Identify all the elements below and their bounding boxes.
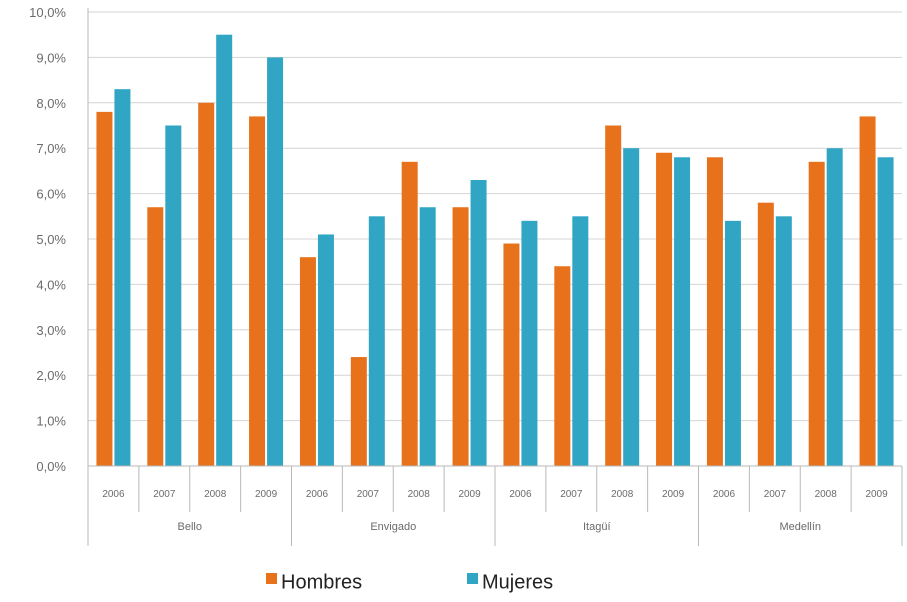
x-tick-label: 2008	[611, 489, 634, 500]
bar-mujeres	[165, 125, 182, 466]
x-tick-label: 2008	[408, 489, 431, 500]
y-tick-label: 10,0%	[29, 5, 66, 20]
bar-hombres	[503, 243, 520, 466]
y-tick-label: 3,0%	[36, 323, 66, 338]
bar-hombres	[859, 116, 876, 467]
x-tick-label: 2006	[713, 489, 736, 500]
x-tick-label: 2007	[153, 489, 176, 500]
y-tick-label: 4,0%	[36, 277, 66, 292]
bar-hombres	[401, 161, 418, 466]
x-tick-label: 2009	[865, 489, 888, 500]
y-axis-ticks: 0,0% 1,0% 2,0% 3,0% 4,0% 5,0% 6,0% 7,0% 8,0% 9,0%…	[29, 5, 66, 474]
y-tick-label: 7,0%	[36, 141, 66, 156]
y-tick-label: 5,0%	[36, 232, 66, 247]
legend-label-hombres: Hombres	[281, 571, 362, 593]
bar-hombres	[706, 157, 723, 466]
bar-hombres	[808, 161, 825, 466]
bar-mujeres	[470, 179, 487, 467]
bar-mujeres	[267, 57, 284, 467]
bar-mujeres	[216, 34, 233, 466]
bar-hombres	[299, 257, 316, 466]
x-tick-label: 2007	[357, 489, 380, 500]
bar-mujeres	[317, 234, 334, 466]
bars	[96, 34, 894, 467]
bar-mujeres	[877, 157, 894, 466]
x-tick-label: 2007	[560, 489, 583, 500]
bar-hombres	[350, 357, 367, 466]
y-tick-label: 9,0%	[36, 50, 66, 65]
bar-mujeres	[775, 216, 792, 466]
bar-mujeres	[368, 216, 385, 466]
y-tick-label: 1,0%	[36, 414, 66, 429]
x-group-label: Envigado	[370, 521, 416, 533]
legend-label-mujeres: Mujeres	[482, 571, 553, 593]
bar-mujeres	[419, 207, 436, 466]
x-tick-label: 2006	[509, 489, 532, 500]
x-group-label: Medellín	[779, 521, 821, 533]
bar-mujeres	[674, 157, 691, 466]
bar-hombres	[198, 102, 215, 467]
y-tick-label: 2,0%	[36, 368, 66, 383]
legend-swatch-hombres	[266, 573, 277, 584]
x-tick-label: 2006	[102, 489, 125, 500]
x-axis-categories: 2006 2007 2008 2009 Bello 2006 2007 2008 2009 Env…	[87, 466, 903, 546]
y-tick-label: 0,0%	[36, 459, 66, 474]
x-tick-label: 2009	[662, 489, 685, 500]
bar-mujeres	[521, 220, 538, 466]
bar-mujeres	[623, 148, 640, 466]
x-tick-label: 2009	[458, 489, 481, 500]
bar-mujeres	[114, 89, 131, 467]
x-tick-label: 2007	[764, 489, 787, 500]
bar-hombres	[452, 207, 469, 466]
bar-mujeres	[724, 220, 741, 466]
bar-hombres	[96, 111, 113, 466]
x-tick-label: 2008	[204, 489, 227, 500]
bar-hombres	[757, 202, 774, 466]
y-tick-label: 6,0%	[36, 187, 66, 202]
bar-mujeres	[572, 216, 589, 466]
bar-mujeres	[826, 148, 843, 466]
bar-hombres	[554, 266, 571, 466]
x-group-label: Bello	[178, 521, 202, 533]
x-tick-label: 2006	[306, 489, 329, 500]
legend: Hombres Mujeres	[266, 571, 553, 593]
bar-hombres	[656, 152, 673, 467]
x-tick-label: 2008	[815, 489, 838, 500]
legend-swatch-mujeres	[467, 573, 478, 584]
x-group-label: Itagüí	[583, 521, 611, 533]
y-tick-label: 8,0%	[36, 96, 66, 111]
bar-hombres	[249, 116, 266, 467]
x-tick-label: 2009	[255, 489, 278, 500]
bar-hombres	[147, 207, 164, 466]
bar-hombres	[605, 125, 622, 466]
